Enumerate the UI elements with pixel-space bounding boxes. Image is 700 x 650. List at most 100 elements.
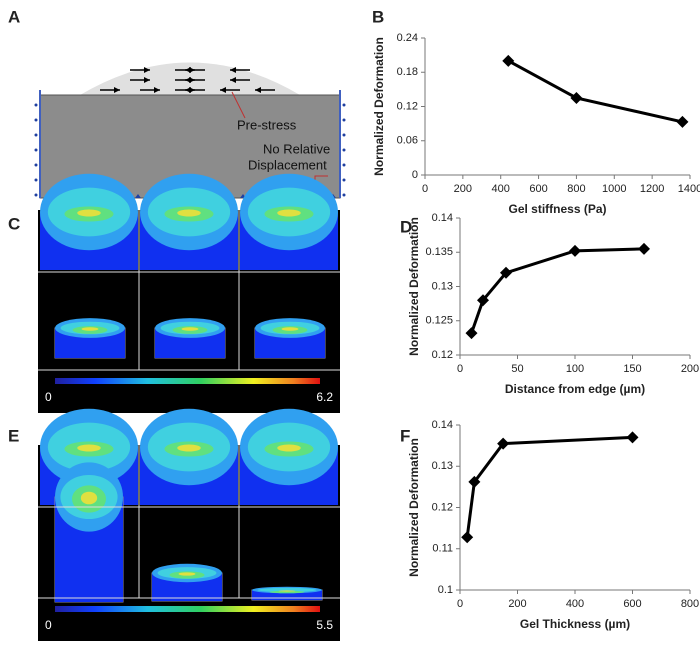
panel-label: C bbox=[8, 214, 20, 233]
x-axis-label: Gel Thickness (µm) bbox=[520, 617, 630, 631]
x-tick-label: 0 bbox=[422, 183, 428, 195]
y-tick-label: 0.12 bbox=[432, 349, 453, 361]
series-line bbox=[470, 247, 645, 334]
y-tick-label: 0.14 bbox=[432, 212, 453, 224]
field bbox=[252, 590, 322, 600]
field bbox=[178, 572, 196, 576]
panel-label: D bbox=[400, 217, 412, 236]
x-tick-label: 200 bbox=[508, 598, 526, 610]
marker bbox=[477, 294, 489, 307]
y-tick-label: 0.06 bbox=[397, 135, 418, 147]
x-tick-label: 800 bbox=[681, 598, 699, 610]
support bbox=[34, 193, 38, 197]
x-tick-label: 800 bbox=[567, 183, 585, 195]
marker bbox=[465, 327, 478, 340]
field bbox=[257, 587, 317, 593]
y-tick-label: 0.13 bbox=[432, 460, 453, 472]
panel-label: A bbox=[8, 7, 20, 26]
arrow-head bbox=[114, 87, 120, 93]
x-tick-label: 0 bbox=[457, 363, 463, 375]
field bbox=[177, 209, 201, 217]
marker bbox=[676, 115, 689, 128]
arrow-head bbox=[185, 77, 191, 83]
marker bbox=[500, 266, 512, 279]
label: No Relative bbox=[263, 141, 330, 156]
pointer bbox=[231, 91, 246, 119]
support bbox=[34, 118, 38, 122]
y-tick-label: 0.135 bbox=[425, 246, 453, 258]
y-axis-label: Normalized Deformation bbox=[407, 217, 421, 356]
marker bbox=[468, 475, 481, 488]
marker bbox=[570, 91, 583, 104]
support bbox=[342, 193, 346, 197]
colorbar-min: 0 bbox=[45, 390, 52, 404]
x-tick-label: 100 bbox=[566, 363, 584, 375]
x-tick-label: 150 bbox=[623, 363, 641, 375]
panel-label: F bbox=[400, 426, 410, 445]
field bbox=[81, 327, 99, 331]
y-tick-label: 0.24 bbox=[397, 32, 418, 44]
label: Pre-stress bbox=[237, 117, 297, 132]
support bbox=[34, 133, 38, 137]
arrow-head bbox=[144, 77, 150, 83]
support bbox=[34, 178, 38, 182]
support bbox=[342, 178, 346, 182]
field bbox=[277, 444, 301, 452]
y-tick-label: 0.18 bbox=[397, 66, 418, 78]
marker bbox=[638, 242, 650, 255]
support bbox=[34, 103, 38, 107]
y-tick-label: 0.11 bbox=[432, 543, 453, 555]
support bbox=[342, 163, 346, 167]
x-tick-label: 0 bbox=[457, 598, 463, 610]
colorbar bbox=[55, 378, 320, 384]
support bbox=[342, 133, 346, 137]
x-tick-label: 50 bbox=[511, 363, 523, 375]
panel-label: E bbox=[8, 426, 19, 445]
support bbox=[342, 103, 346, 107]
field bbox=[80, 491, 98, 505]
x-axis-label: Distance from edge (µm) bbox=[505, 382, 645, 396]
arrow-head bbox=[230, 67, 236, 73]
panel-label: B bbox=[372, 7, 384, 26]
x-tick-label: 1400 bbox=[678, 183, 700, 195]
y-tick-label: 0.12 bbox=[397, 100, 418, 112]
field bbox=[281, 327, 299, 331]
x-tick-label: 200 bbox=[454, 183, 472, 195]
label: Displacement bbox=[248, 157, 327, 172]
x-tick-label: 600 bbox=[529, 183, 547, 195]
marker bbox=[497, 437, 510, 450]
marker bbox=[461, 531, 474, 544]
arrow-head bbox=[255, 87, 261, 93]
arrow-head bbox=[185, 67, 191, 73]
y-tick-label: 0.13 bbox=[432, 280, 453, 292]
x-axis-label: Gel stiffness (Pa) bbox=[508, 202, 606, 216]
arrow-head bbox=[230, 77, 236, 83]
y-tick-label: 0.12 bbox=[432, 501, 453, 513]
arrow-head bbox=[144, 67, 150, 73]
colorbar-max: 5.5 bbox=[316, 618, 333, 632]
field bbox=[269, 590, 305, 594]
field bbox=[181, 327, 199, 331]
support bbox=[135, 194, 141, 198]
marker bbox=[626, 431, 639, 444]
field bbox=[77, 209, 101, 217]
x-tick-label: 200 bbox=[681, 363, 699, 375]
colorbar bbox=[55, 606, 320, 612]
x-tick-label: 600 bbox=[623, 598, 641, 610]
colorbar-max: 6.2 bbox=[316, 390, 333, 404]
marker bbox=[502, 54, 515, 67]
arrows bbox=[100, 67, 275, 93]
support bbox=[34, 163, 38, 167]
y-axis-label: Normalized Deformation bbox=[372, 37, 386, 176]
support bbox=[342, 118, 346, 122]
x-tick-label: 1000 bbox=[602, 183, 626, 195]
marker bbox=[569, 244, 581, 257]
y-tick-label: 0 bbox=[412, 169, 418, 181]
support bbox=[34, 148, 38, 152]
arrow-head bbox=[154, 87, 160, 93]
field bbox=[177, 444, 201, 452]
arrow-head bbox=[220, 87, 226, 93]
field bbox=[77, 444, 101, 452]
x-tick-label: 400 bbox=[492, 183, 510, 195]
